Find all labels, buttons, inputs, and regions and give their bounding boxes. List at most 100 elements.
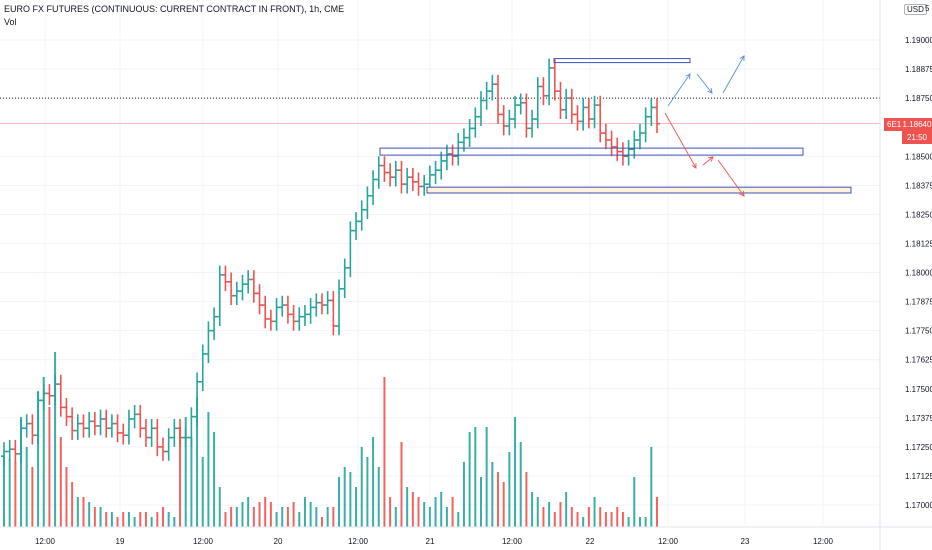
volume-bar xyxy=(8,459,11,527)
bearish-arrow-3-head xyxy=(739,190,745,197)
volume-bars xyxy=(3,352,658,527)
ohlc-bar xyxy=(318,293,325,315)
ohlc-bar xyxy=(114,414,121,443)
price-bars xyxy=(1,58,660,466)
volume-bar xyxy=(207,412,210,527)
ohlc-bar xyxy=(284,295,291,324)
ohlc-bar xyxy=(216,265,223,326)
ohlc-bar xyxy=(591,95,598,129)
ohlc-bar xyxy=(381,156,388,182)
volume-bar xyxy=(479,477,482,527)
volume-bar xyxy=(553,512,556,527)
bullish-arrow-3-head xyxy=(739,55,745,62)
volume-bar xyxy=(565,492,568,527)
volume-bar xyxy=(474,427,477,527)
ohlc-bar xyxy=(301,305,308,326)
ohlc-bar xyxy=(415,172,422,196)
volume-bar xyxy=(457,512,460,527)
volume-bar xyxy=(286,507,289,527)
corner-digit: 5 xyxy=(925,4,930,13)
volume-bar xyxy=(173,517,176,527)
volume-bar xyxy=(65,467,68,527)
ohlc-bar xyxy=(370,170,377,206)
volume-bar xyxy=(252,507,255,527)
ohlc-bar xyxy=(387,163,394,187)
ohlc-bar xyxy=(165,428,172,461)
ohlc-bar xyxy=(233,281,240,306)
volume-bar xyxy=(105,512,108,527)
volume-bar xyxy=(275,512,278,527)
ohlc-bar xyxy=(477,91,484,127)
x-tick-label: 21 xyxy=(426,537,435,546)
volume-bar xyxy=(445,507,448,527)
ohlc-bar xyxy=(534,77,541,129)
x-tick-label: 12:00 xyxy=(502,537,523,546)
ohlc-bar xyxy=(574,105,581,131)
ohlc-bar xyxy=(188,407,195,447)
volume-bar xyxy=(281,507,284,527)
volume-bar xyxy=(161,507,164,527)
y-tick-label: 1.18375 xyxy=(905,181,932,190)
y-tick-label: 1.18250 xyxy=(905,210,932,219)
volume-bar xyxy=(468,432,471,527)
ohlc-bar xyxy=(171,418,178,447)
bullish-arrow-1-head xyxy=(685,73,691,80)
bar-countdown: 21:50 xyxy=(906,133,928,142)
volume-bar xyxy=(190,437,193,527)
bearish-arrow-1-head xyxy=(691,162,697,169)
volume-bar xyxy=(179,427,182,527)
volume-bar xyxy=(298,512,301,527)
ohlc-bar xyxy=(438,151,445,180)
ohlc-bar xyxy=(256,284,263,315)
ohlc-bar xyxy=(568,88,575,124)
ohlc-bar xyxy=(29,414,36,445)
x-tick-label: 23 xyxy=(741,537,750,546)
x-tick-label: 12:00 xyxy=(193,537,214,546)
zone-rectangle xyxy=(553,58,691,64)
ohlc-bar xyxy=(222,265,229,292)
volume-bar xyxy=(485,427,488,527)
volume-bar xyxy=(42,377,45,527)
bullish-arrow-1 xyxy=(667,73,691,107)
last-price-value: 1.18640 xyxy=(902,120,932,129)
volume-bar xyxy=(400,442,403,527)
volume-bar xyxy=(604,512,607,527)
ohlc-bar xyxy=(608,130,615,157)
volume-bar xyxy=(366,457,369,527)
volume-bar xyxy=(411,492,414,527)
volume-bar xyxy=(264,497,267,527)
y-tick-label: 1.18875 xyxy=(905,65,932,74)
volume-bar xyxy=(599,507,602,527)
y-tick-label: 1.17500 xyxy=(905,385,932,394)
volume-bar xyxy=(82,497,85,527)
ohlc-bar xyxy=(358,200,365,231)
ohlc-bar xyxy=(580,98,587,131)
y-tick-label: 1.18125 xyxy=(905,239,932,248)
y-tick-label: 1.17625 xyxy=(905,356,932,365)
volume-label: Vol xyxy=(4,17,17,27)
ohlc-bar xyxy=(86,412,93,438)
ohlc-bar xyxy=(63,398,70,426)
ohlc-bar xyxy=(74,414,81,440)
volume-bar xyxy=(184,417,187,527)
ohlc-bar xyxy=(614,137,621,161)
volume-bar xyxy=(25,447,28,527)
volume-bar xyxy=(303,497,306,527)
volume-bar xyxy=(519,442,522,527)
volume-bar xyxy=(230,507,233,527)
currency-badge[interactable]: USD xyxy=(904,4,927,15)
ohlc-bar xyxy=(483,81,490,110)
ohlc-bar xyxy=(625,139,632,166)
ohlc-bar xyxy=(307,298,314,324)
ohlc-bar xyxy=(585,98,592,129)
ohlc-bar xyxy=(472,107,479,138)
volume-bar xyxy=(292,502,295,527)
volume-bar xyxy=(394,507,397,527)
ohlc-bar xyxy=(392,160,399,187)
ohlc-bar xyxy=(228,272,235,306)
volume-bar xyxy=(326,507,329,527)
volume-bar xyxy=(110,512,113,527)
ohlc-bar xyxy=(602,123,609,150)
ohlc-bar xyxy=(205,321,212,364)
